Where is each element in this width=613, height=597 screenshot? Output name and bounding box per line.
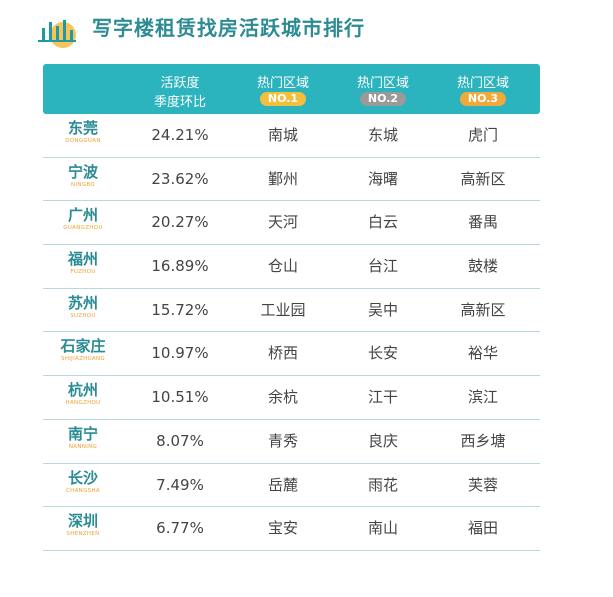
city-cell: 福州 FUZHOU xyxy=(43,250,123,276)
city-cell: 广州 GUANGZHOU xyxy=(43,206,123,232)
rank-badge-3: NO.3 xyxy=(459,92,507,106)
hot-area-1: 仓山 xyxy=(267,257,298,276)
hot-area-2: 台江 xyxy=(367,257,398,276)
hot-area-2: 白云 xyxy=(367,213,398,232)
rank-badge-1: NO.1 xyxy=(259,92,307,106)
city-name: 广州 xyxy=(67,206,98,225)
city-cell: 石家庄 SHIJIAZHUANG xyxy=(43,337,123,363)
hot-area-1: 宝安 xyxy=(267,519,298,538)
table-row: 石家庄 SHIJIAZHUANG 10.97% 桥西 长安 裕华 xyxy=(43,332,540,377)
hot-area-3: 福田 xyxy=(467,519,498,538)
city-cell: 宁波 NINGBO xyxy=(43,163,123,189)
hot-area-3: 西乡塘 xyxy=(460,431,506,450)
activity-value: 10.51% xyxy=(151,388,209,407)
city-name: 福州 xyxy=(67,250,98,269)
city-name-en: SHIJIAZHUANG xyxy=(61,356,105,363)
city-cell: 杭州 HANGZHOU xyxy=(43,381,123,407)
header-hot2-label: 热门区域 xyxy=(356,76,409,91)
activity-value: 23.62% xyxy=(151,169,209,188)
header-activity-label: 活跃度 xyxy=(160,76,200,91)
hot-area-1: 天河 xyxy=(267,213,298,232)
hot-area-1: 工业园 xyxy=(260,300,306,319)
activity-value: 7.49% xyxy=(156,475,204,494)
hot-area-1: 桥西 xyxy=(267,344,298,363)
activity-value: 16.89% xyxy=(151,257,209,276)
city-name: 宁波 xyxy=(67,162,98,181)
city-cell: 东莞 DONGGUAN xyxy=(43,119,123,145)
hot-area-1: 青秀 xyxy=(267,431,298,450)
table-header: 活跃度 季度环比 热门区域 NO.1 热门区域 NO.2 热门区域 NO.3 xyxy=(43,64,540,114)
hot-area-3: 鼓楼 xyxy=(467,257,498,276)
activity-value: 24.21% xyxy=(151,126,209,144)
hot-area-1: 岳麓 xyxy=(267,475,298,494)
table-row: 苏州 SUZHOU 15.72% 工业园 吴中 高新区 xyxy=(43,289,540,333)
page-title: 写字楼租赁找房活跃城市排行 xyxy=(92,16,365,40)
header-hot1-label: 热门区域 xyxy=(256,76,309,91)
hot-area-3: 裕华 xyxy=(467,344,498,363)
city-name-en: HANGZHOU xyxy=(65,400,101,407)
table-row: 宁波 NINGBO 23.62% 鄞州 海曙 高新区 xyxy=(43,158,540,202)
hot-area-3: 高新区 xyxy=(460,300,506,319)
bar-chart-logo-icon xyxy=(30,8,82,50)
city-name: 深圳 xyxy=(67,512,98,531)
hot-area-3: 高新区 xyxy=(460,169,506,188)
logo-base xyxy=(38,40,76,42)
table-row: 福州 FUZHOU 16.89% 仓山 台江 鼓楼 xyxy=(43,245,540,289)
rank-badge-2: NO.2 xyxy=(359,92,407,106)
city-cell: 南宁 NANNING xyxy=(43,425,123,451)
hot-area-1: 鄞州 xyxy=(267,169,298,188)
hot-area-3: 虎门 xyxy=(467,126,498,144)
city-name-en: NANNING xyxy=(68,443,98,450)
activity-value: 10.97% xyxy=(151,344,209,363)
hot-area-2: 长安 xyxy=(367,344,398,363)
activity-value: 20.27% xyxy=(151,213,209,232)
header-activity-sub: 季度环比 xyxy=(153,95,206,110)
city-name: 南宁 xyxy=(67,424,98,443)
hot-area-2: 江干 xyxy=(367,388,398,407)
activity-value: 15.72% xyxy=(151,300,209,319)
city-name-en: SUZHOU xyxy=(70,312,96,319)
hot-area-2: 南山 xyxy=(367,519,398,538)
city-name: 长沙 xyxy=(67,468,98,487)
city-name-en: DONGGUAN xyxy=(65,138,101,144)
hot-area-3: 滨江 xyxy=(467,388,498,407)
city-name-en: NINGBO xyxy=(71,181,95,188)
activity-value: 8.07% xyxy=(156,431,204,450)
table-row: 广州 GUANGZHOU 20.27% 天河 白云 番禺 xyxy=(43,201,540,246)
city-cell: 深圳 SHENZHEN xyxy=(43,512,123,538)
hot-area-1: 南城 xyxy=(267,126,298,144)
city-name-en: SHENZHEN xyxy=(66,531,100,538)
hot-area-3: 番禺 xyxy=(467,213,498,232)
table-body: 东莞 DONGGUAN 24.21% 南城 东城 虎门 宁波 NINGBO 23… xyxy=(43,114,540,551)
activity-value: 6.77% xyxy=(156,519,204,538)
hot-area-2: 东城 xyxy=(367,126,398,144)
hot-area-2: 海曙 xyxy=(367,169,398,188)
city-name: 苏州 xyxy=(67,293,98,312)
header-hot3-label: 热门区域 xyxy=(456,76,509,91)
header-hot1: 热门区域 NO.1 xyxy=(233,64,333,114)
hot-area-2: 良庆 xyxy=(367,431,398,450)
header-activity: 活跃度 季度环比 xyxy=(131,64,229,114)
hot-area-1: 余杭 xyxy=(267,388,298,407)
table-row: 深圳 SHENZHEN 6.77% 宝安 南山 福田 xyxy=(43,507,540,551)
city-cell: 苏州 SUZHOU xyxy=(43,294,123,320)
table-row: 长沙 CHANGSHA 7.49% 岳麓 雨花 芙蓉 xyxy=(43,464,540,508)
table-row: 东莞 DONGGUAN 24.21% 南城 东城 虎门 xyxy=(43,114,540,158)
table-row: 杭州 HANGZHOU 10.51% 余杭 江干 滨江 xyxy=(43,376,540,420)
header-hot3: 热门区域 NO.3 xyxy=(433,64,533,114)
city-name: 杭州 xyxy=(67,381,98,400)
city-name-en: GUANGZHOU xyxy=(63,225,103,232)
city-name-en: FUZHOU xyxy=(70,269,96,276)
logo-bars xyxy=(40,18,76,40)
header-hot2: 热门区域 NO.2 xyxy=(333,64,433,114)
city-name: 石家庄 xyxy=(60,337,106,356)
hot-area-2: 雨花 xyxy=(367,475,398,494)
table-row: 南宁 NANNING 8.07% 青秀 良庆 西乡塘 xyxy=(43,420,540,464)
hot-area-2: 吴中 xyxy=(367,300,398,319)
city-name: 东莞 xyxy=(67,119,98,137)
hot-area-3: 芙蓉 xyxy=(467,475,498,494)
city-name-en: CHANGSHA xyxy=(66,487,100,494)
city-cell: 长沙 CHANGSHA xyxy=(43,469,123,495)
